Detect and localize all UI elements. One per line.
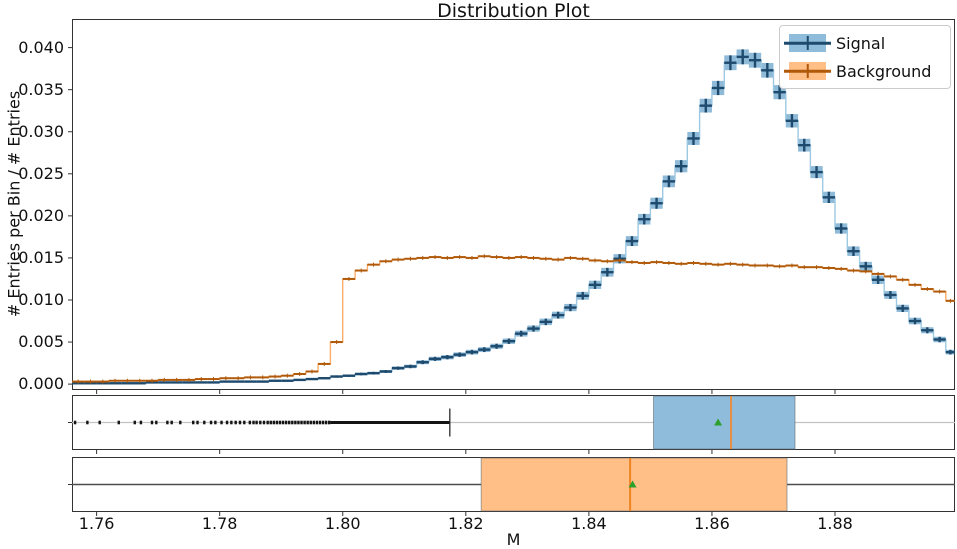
outlier-point [297,420,300,425]
background-histogram [72,254,955,384]
outlier-point [294,420,297,425]
outlier-point [209,420,213,425]
outlier-point [155,420,158,425]
x-tick-label: 1.80 [324,514,361,533]
outlier-point [312,420,316,425]
outlier-point [252,420,255,425]
outlier-point [234,420,237,425]
x-tick-label: 1.86 [694,514,730,533]
outlier-point [275,420,279,425]
outlier-point [303,420,306,425]
outlier-point [281,420,285,425]
outlier-point [318,420,322,425]
background-boxplot [72,457,955,512]
outlier-point [192,420,195,425]
legend-label-background: Background [836,61,932,81]
outlier-point [262,420,266,425]
legend: Signal Background [779,25,951,89]
outlier-point [288,420,291,425]
outlier-point [150,420,154,425]
y-tick-label: 0.000 [18,374,64,394]
outlier-point [238,420,242,425]
y-tick-label: 0.035 [18,79,64,99]
outlier-point [306,420,309,425]
outlier-point [248,420,252,425]
outlier-point [203,420,206,425]
outlier-point [284,420,288,425]
mean-marker [714,418,723,426]
outlier-point [214,420,217,425]
outlier-point [259,420,262,425]
background-step-line [72,255,955,383]
outlier-point [278,420,282,425]
outlier-point [300,420,303,425]
x-tick-label: 1.76 [78,514,115,533]
signal-errorbar-swatch-icon [784,34,831,52]
outlier-point [272,420,276,425]
y-tick-label: 0.005 [18,332,64,352]
outlier-point [328,420,331,425]
legend-item-signal: Signal [784,33,941,53]
signal-step-line [72,56,955,384]
legend-item-background: Background [784,61,941,81]
outlier-point [266,420,269,425]
y-tick-label: 0.025 [18,163,64,183]
signal-histogram [72,49,955,385]
y-tick-label: 0.010 [18,289,64,309]
outlier-point [196,420,199,425]
outlier-point [269,420,272,425]
outlier-point [243,420,246,425]
outlier-point [291,420,294,425]
x-axis-label: M [506,530,521,549]
outlier-point [220,420,223,425]
outlier-point [170,420,173,425]
outlier-point [230,420,233,425]
x-tick-label: 1.82 [447,514,484,533]
outlier-point [86,420,89,425]
outlier-point [324,420,328,425]
signal-boxplot [72,395,955,450]
x-tick-label: 1.88 [817,514,853,533]
outlier-point [139,420,143,425]
outlier-point [133,420,136,425]
outlier-point [117,420,120,425]
y-tick-label: 0.040 [18,37,64,57]
outlier-point [225,420,229,425]
plot-title: Distribution Plot [437,0,590,22]
background-errorbar-swatch-icon [784,62,831,80]
y-tick-label: 0.015 [18,247,64,267]
outlier-point [166,420,169,425]
outlier-point [179,420,182,425]
x-tick-label: 1.78 [201,514,238,533]
main-axes [72,19,955,390]
outlier-point [73,420,77,425]
y-tick-label: 0.020 [18,205,64,225]
outlier-point [309,420,312,425]
outlier-point [321,420,325,425]
outlier-point [315,420,319,425]
outlier-point [255,420,258,425]
tick-marks [68,47,836,516]
legend-label-signal: Signal [836,33,886,53]
box [652,395,796,450]
y-tick-label: 0.030 [18,121,64,141]
x-tick-label: 1.84 [571,514,607,533]
outlier-point [98,420,101,425]
mean-marker [628,480,637,488]
